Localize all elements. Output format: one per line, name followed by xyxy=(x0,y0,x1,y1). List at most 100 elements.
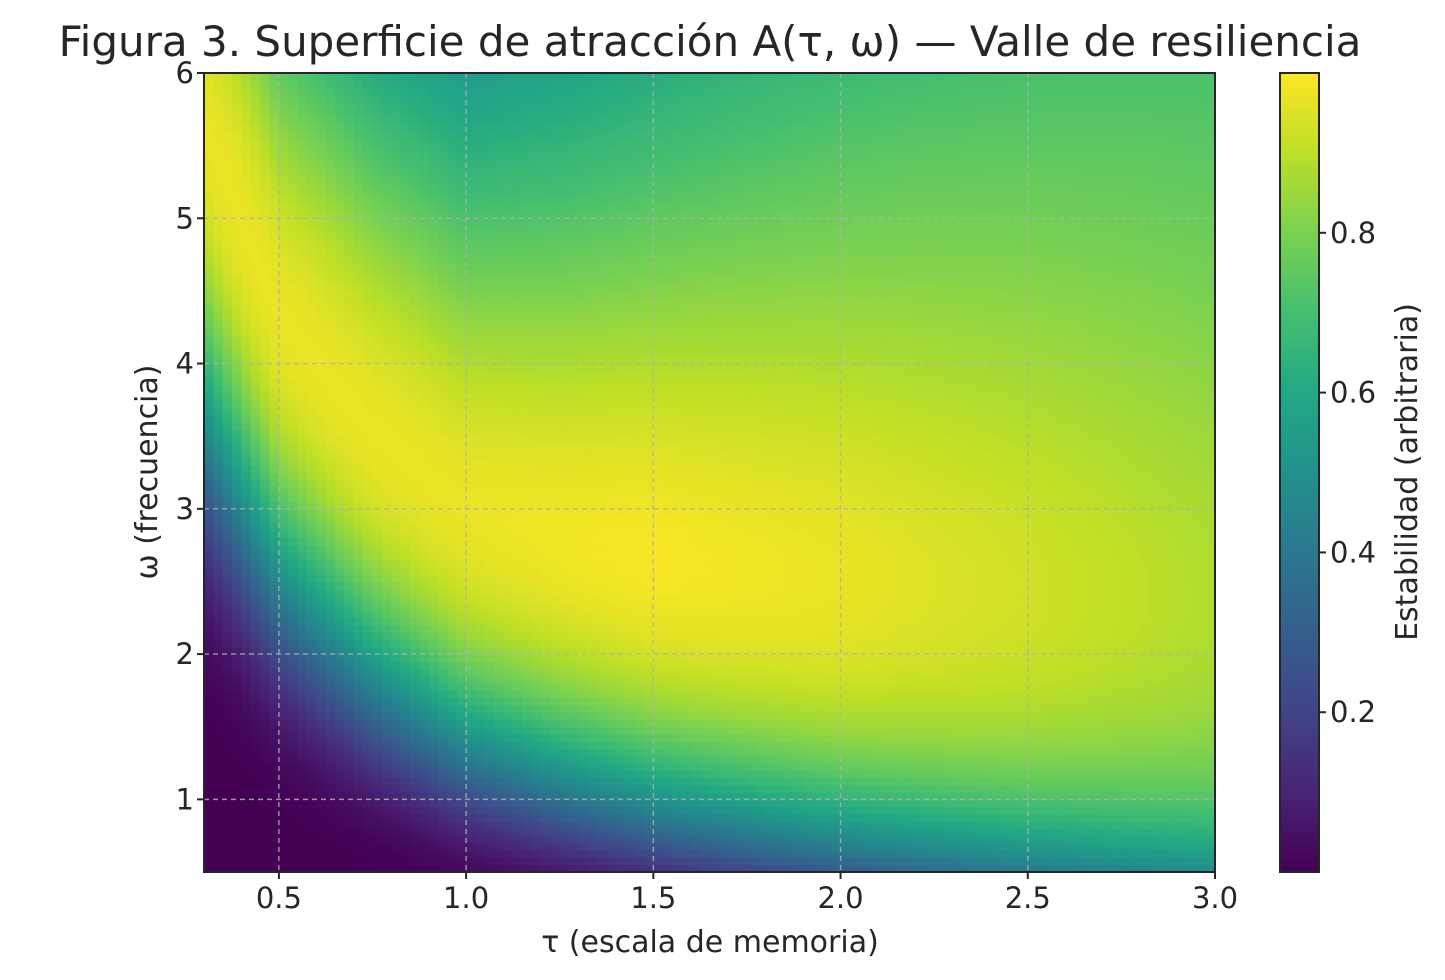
heatmap-cell xyxy=(381,574,392,583)
heatmap-cell xyxy=(484,174,495,183)
heatmap-cell xyxy=(260,290,271,299)
heatmap-cell xyxy=(503,566,514,575)
heatmap-cell xyxy=(213,218,224,227)
heatmap-cell xyxy=(400,261,411,270)
heatmap-cell xyxy=(494,276,505,285)
heatmap-cell xyxy=(615,102,626,110)
heatmap-cell xyxy=(456,247,467,256)
heatmap-cell xyxy=(400,748,411,757)
heatmap-cell xyxy=(606,341,617,350)
heatmap-cell xyxy=(325,145,336,154)
heatmap-cell xyxy=(372,654,383,662)
heatmap-cell xyxy=(297,697,308,706)
heatmap-cell xyxy=(335,821,346,830)
heatmap-cell xyxy=(428,610,439,619)
heatmap-cell xyxy=(456,697,467,706)
heatmap-cell xyxy=(456,799,467,808)
heatmap-cell xyxy=(550,625,561,633)
heatmap-cell xyxy=(559,530,570,539)
heatmap-cell xyxy=(578,123,589,132)
heatmap-cell xyxy=(344,414,355,423)
heatmap-cell xyxy=(409,247,420,256)
heatmap-cell xyxy=(438,668,448,677)
heatmap-cell xyxy=(232,450,243,459)
heatmap-cell xyxy=(615,181,626,190)
heatmap-cell xyxy=(344,334,355,343)
heatmap-cell xyxy=(578,530,589,539)
heatmap-cell xyxy=(606,145,617,154)
heatmap-cell xyxy=(587,472,598,481)
heatmap-cell xyxy=(569,654,580,662)
heatmap-cell xyxy=(428,632,439,641)
heatmap-cell xyxy=(522,857,533,866)
heatmap-cell xyxy=(316,668,327,677)
heatmap-cell xyxy=(204,537,214,546)
heatmap-cell xyxy=(456,523,467,532)
heatmap-cell xyxy=(531,842,542,851)
heatmap-cell xyxy=(494,857,505,866)
heatmap-cell xyxy=(569,443,580,452)
heatmap-cell xyxy=(456,305,467,314)
heatmap-cell xyxy=(306,559,317,568)
heatmap-cell xyxy=(325,603,336,612)
heatmap-cell xyxy=(250,704,261,713)
heatmap-cell xyxy=(541,319,551,328)
heatmap-cell xyxy=(484,450,495,459)
heatmap-cell xyxy=(372,784,383,793)
heatmap-cell xyxy=(335,603,346,612)
heatmap-cell xyxy=(409,712,420,721)
heatmap-cell xyxy=(409,131,420,139)
heatmap-cell xyxy=(381,748,392,757)
heatmap-cell xyxy=(381,269,392,277)
heatmap-cell xyxy=(597,269,608,277)
heatmap-cell xyxy=(213,73,224,81)
heatmap-cell xyxy=(587,319,598,328)
heatmap-cell xyxy=(615,668,626,677)
heatmap-cell xyxy=(306,407,317,415)
heatmap-cell xyxy=(353,850,364,859)
heatmap-cell xyxy=(615,588,626,597)
heatmap-cell xyxy=(531,595,542,604)
heatmap-cell xyxy=(578,443,589,452)
heatmap-cell xyxy=(569,770,580,779)
heatmap-cell xyxy=(409,574,420,583)
heatmap-cell xyxy=(494,683,505,692)
heatmap-cell xyxy=(372,472,383,481)
heatmap-cell xyxy=(522,501,533,510)
heatmap-cell xyxy=(466,218,477,227)
heatmap-cell xyxy=(381,428,392,437)
heatmap-cell xyxy=(503,356,514,365)
heatmap-cell xyxy=(438,385,448,394)
heatmap-cell xyxy=(372,385,383,394)
heatmap-cell xyxy=(372,421,383,430)
heatmap-cell xyxy=(419,80,430,89)
heatmap-cell xyxy=(419,138,430,147)
heatmap-cell xyxy=(531,610,542,619)
heatmap-cell xyxy=(522,494,533,503)
heatmap-cell xyxy=(606,857,617,866)
heatmap-cell xyxy=(222,748,233,757)
heatmap-cell xyxy=(204,574,214,583)
heatmap-cell xyxy=(587,247,598,256)
heatmap-cell xyxy=(381,370,392,379)
heatmap-cell xyxy=(222,632,233,641)
heatmap-cell xyxy=(204,683,214,692)
heatmap-cell xyxy=(400,152,411,161)
heatmap-cell xyxy=(456,842,467,851)
heatmap-cell xyxy=(269,690,280,699)
heatmap-cell xyxy=(447,319,458,328)
heatmap-cell xyxy=(400,428,411,437)
heatmap-cell xyxy=(297,450,308,459)
heatmap-cell xyxy=(278,392,289,401)
heatmap-cell xyxy=(625,545,636,553)
heatmap-cell xyxy=(344,152,355,161)
heatmap-cell xyxy=(363,479,374,488)
heatmap-cell xyxy=(484,741,495,750)
heatmap-cell xyxy=(316,842,327,851)
heatmap-cell xyxy=(606,864,617,873)
heatmap-cell xyxy=(447,821,458,830)
heatmap-cell xyxy=(222,842,233,851)
heatmap-cell xyxy=(484,370,495,379)
heatmap-cell xyxy=(438,232,448,241)
heatmap-cell xyxy=(335,211,346,219)
